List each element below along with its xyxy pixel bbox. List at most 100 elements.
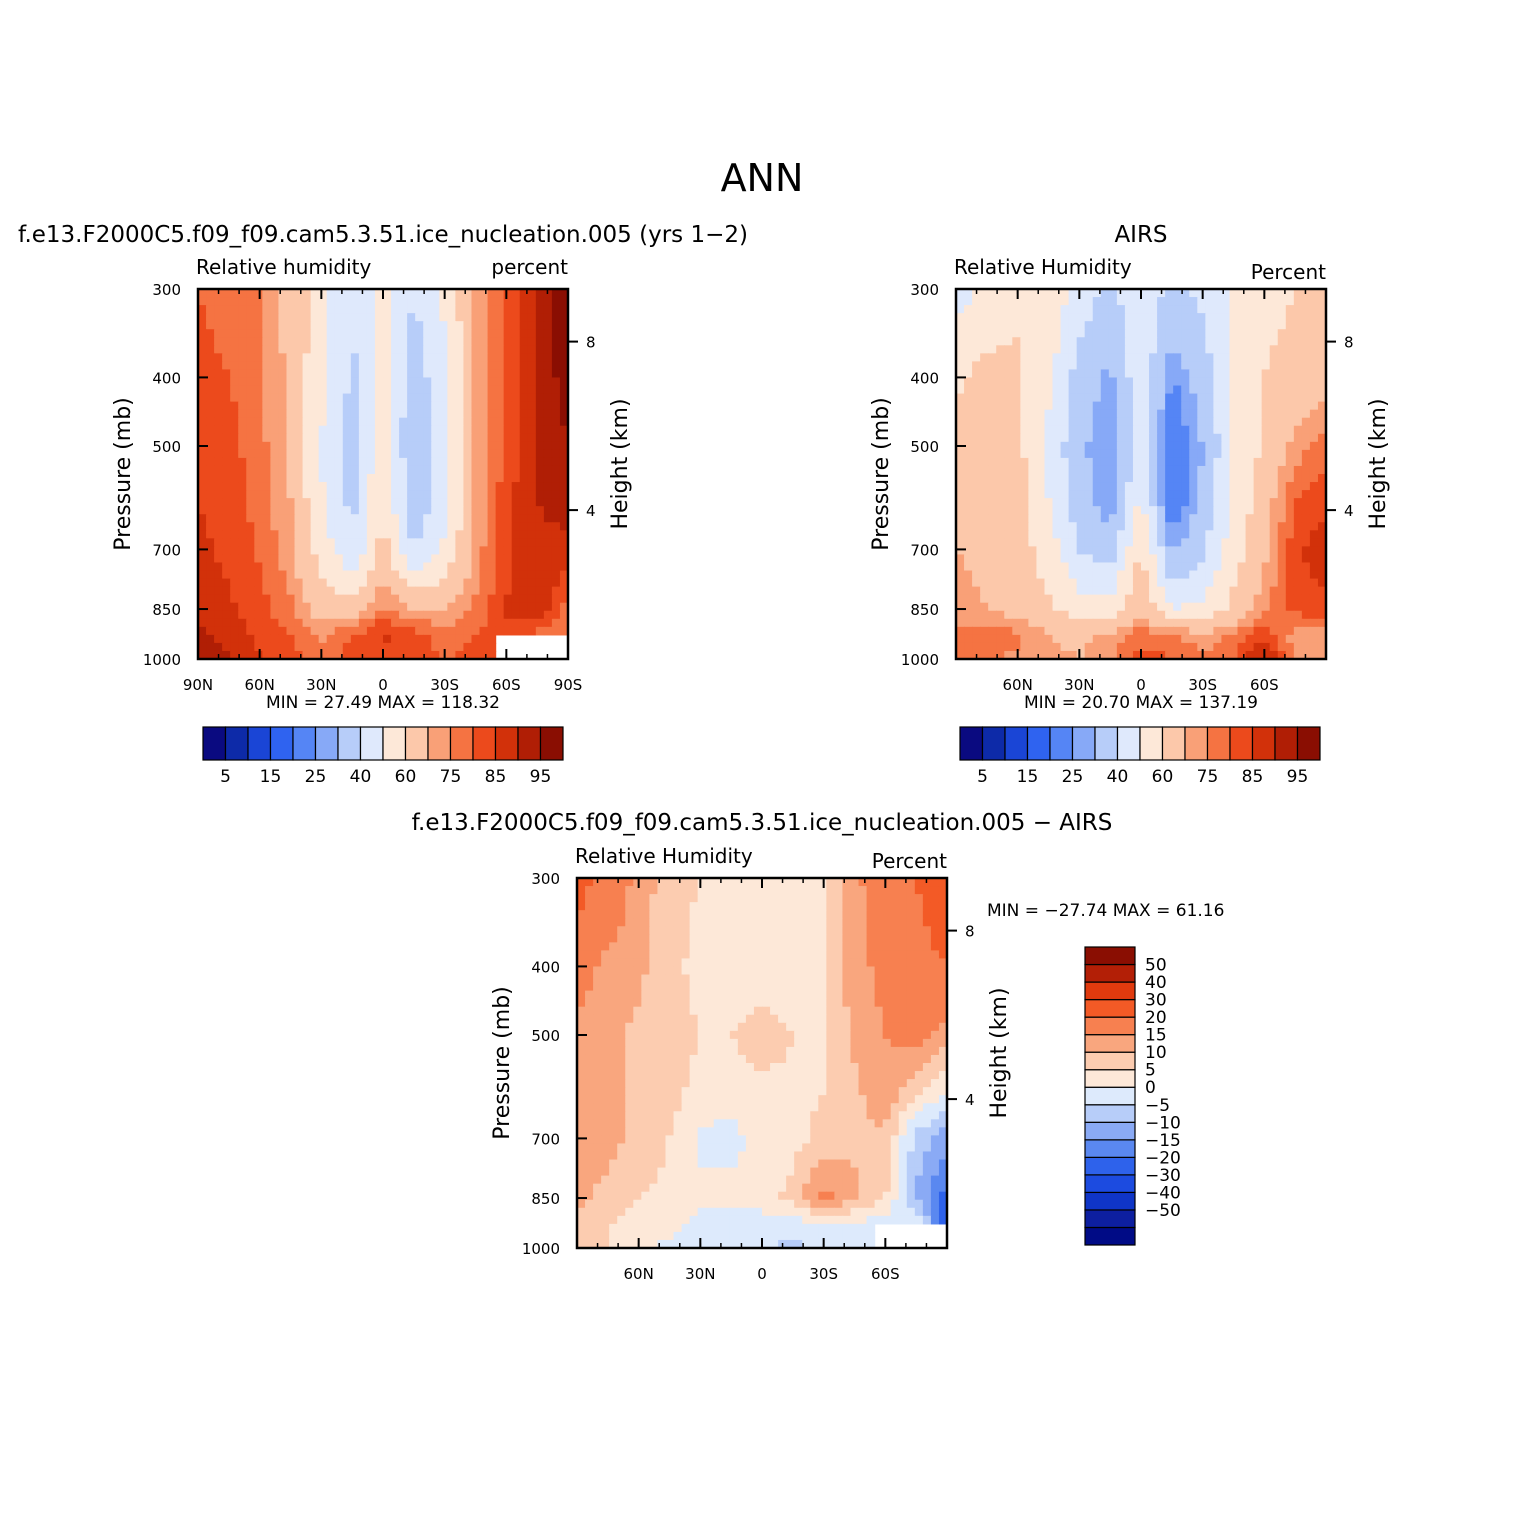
field-cell <box>1253 546 1263 556</box>
field-cell <box>1157 345 1166 354</box>
field-cell <box>617 894 626 903</box>
field-cell <box>342 626 352 636</box>
field-cell <box>1181 361 1190 371</box>
field-cell <box>374 594 384 604</box>
field-cell <box>415 313 424 322</box>
field-cell <box>1245 570 1255 580</box>
field-cell <box>633 902 642 911</box>
x-tick-label: 60N <box>245 676 275 694</box>
field-cell <box>1189 425 1198 435</box>
field-cell <box>737 974 747 984</box>
field-cell <box>1116 409 1126 419</box>
field-cell <box>527 474 537 483</box>
field-cell <box>601 950 610 960</box>
field-cell <box>972 369 981 379</box>
x-tick-label: 60S <box>492 676 521 694</box>
field-cell <box>1293 594 1303 604</box>
field-cell <box>447 369 456 379</box>
field-cell <box>1285 650 1295 660</box>
field-cell <box>1028 482 1038 491</box>
field-cell <box>1092 594 1102 604</box>
field-cell <box>374 498 384 507</box>
field-cell <box>1269 417 1279 427</box>
field-cell <box>938 886 948 895</box>
field-cell <box>577 974 586 984</box>
field-cell <box>198 425 207 435</box>
field-cell <box>1076 313 1086 322</box>
field-cell <box>1309 441 1319 451</box>
field-cell <box>423 329 432 338</box>
field-cell <box>334 377 344 387</box>
field-cell <box>302 626 312 636</box>
field-cell <box>238 546 247 556</box>
field-cell <box>543 530 553 539</box>
field-cell <box>1141 425 1150 435</box>
field-cell <box>778 958 787 968</box>
field-cell <box>1124 353 1134 362</box>
field-cell <box>1197 401 1206 411</box>
field-cell <box>794 910 803 919</box>
field-cell <box>737 966 747 976</box>
field-cell <box>1084 417 1094 427</box>
field-cell <box>980 578 989 588</box>
field-cell <box>1100 289 1110 298</box>
field-cell <box>503 586 513 596</box>
field-cell <box>318 345 328 354</box>
field-cell <box>1261 345 1271 354</box>
field-cell <box>527 329 537 338</box>
field-cell <box>479 610 489 620</box>
field-cell <box>593 926 602 935</box>
field-cell <box>391 650 400 660</box>
field-cell <box>745 958 755 968</box>
field-cell <box>721 918 731 927</box>
field-cell <box>527 353 537 362</box>
field-cell <box>1237 594 1247 604</box>
field-cell <box>745 878 755 887</box>
field-cell <box>705 942 715 951</box>
field-cell <box>246 514 255 523</box>
field-cell <box>535 482 545 491</box>
field-cell <box>1253 586 1263 596</box>
field-cell <box>463 530 473 539</box>
field-cell <box>479 482 489 491</box>
field-cell <box>551 610 561 620</box>
field-cell <box>1205 409 1214 419</box>
field-cell <box>972 522 981 531</box>
field-cell <box>326 578 336 588</box>
field-cell <box>1157 522 1166 531</box>
field-cell <box>786 966 795 976</box>
field-cell <box>1100 562 1110 572</box>
field-cell <box>1004 377 1013 387</box>
field-cell <box>559 465 569 475</box>
field-cell <box>914 902 924 911</box>
field-cell <box>254 401 263 411</box>
field-cell <box>254 353 263 362</box>
field-cell <box>1124 546 1134 556</box>
field-cell <box>1116 586 1126 596</box>
field-cell <box>447 626 456 636</box>
field-cell <box>206 570 215 580</box>
field-cell <box>956 482 965 491</box>
field-cell <box>214 449 223 459</box>
field-cell <box>1277 514 1287 523</box>
field-cell <box>527 313 537 322</box>
field-cell <box>1253 522 1263 531</box>
field-cell <box>964 538 973 547</box>
field-cell <box>222 441 231 451</box>
field-cell <box>689 934 699 943</box>
field-cell <box>262 602 271 612</box>
field-cell <box>270 554 280 564</box>
field-cell <box>415 602 424 612</box>
field-cell <box>980 634 989 644</box>
field-cell <box>1020 594 1029 604</box>
field-cell <box>1004 610 1013 620</box>
field-cell <box>503 377 513 387</box>
field-cell <box>519 578 529 588</box>
field-cell <box>1028 530 1038 539</box>
field-cell <box>350 618 360 628</box>
field-cell <box>326 417 336 427</box>
field-cell <box>1285 562 1295 572</box>
field-cell <box>1269 313 1279 322</box>
field-cell <box>479 313 489 322</box>
field-cell <box>1028 474 1038 483</box>
